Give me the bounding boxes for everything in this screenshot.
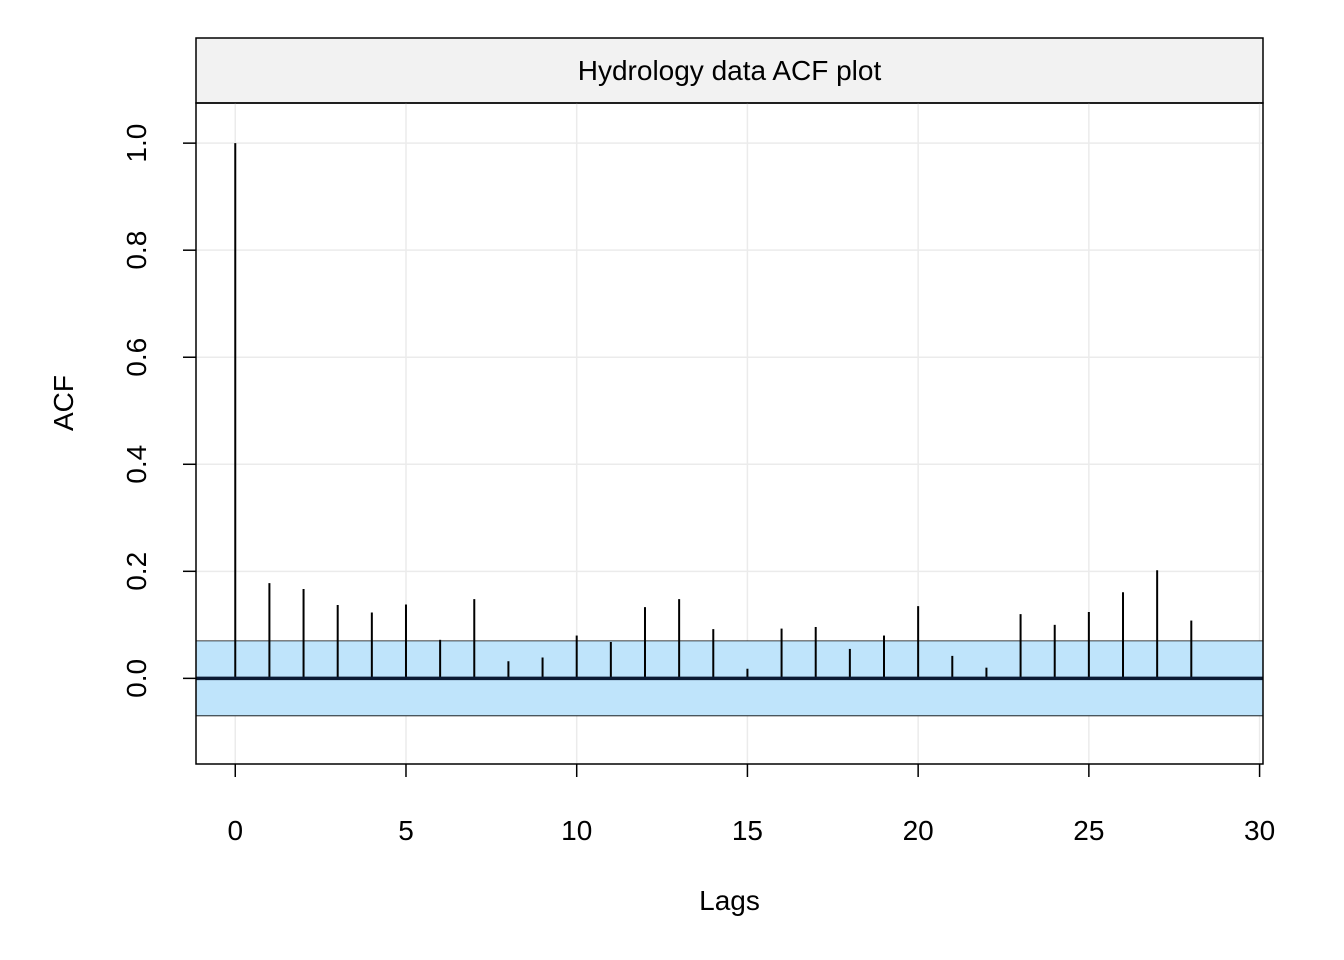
y-tick-label-0.8: 0.8 — [121, 231, 152, 270]
y-tick-label-0: 0.0 — [121, 659, 152, 698]
acf-spikes — [196, 143, 1263, 681]
y-axis-label: ACF — [48, 375, 79, 431]
y-tick-label-0.2: 0.2 — [121, 552, 152, 591]
title-strip — [195, 37, 1264, 104]
x-tick-label-25: 25 — [1073, 815, 1104, 846]
y-tick-label-0.6: 0.6 — [121, 338, 152, 377]
x-axis-label: Lags — [699, 885, 760, 916]
y-tick-label-0.4: 0.4 — [121, 445, 152, 484]
x-tick-label-20: 20 — [903, 815, 934, 846]
x-tick-label-15: 15 — [732, 815, 763, 846]
x-tick-label-30: 30 — [1244, 815, 1275, 846]
y-tick-label-1: 1.0 — [121, 124, 152, 163]
x-tick-label-10: 10 — [561, 815, 592, 846]
chart-title: Hydrology data ACF plot — [578, 55, 882, 86]
x-tick-label-0: 0 — [227, 815, 243, 846]
x-axis: 0 5 10 15 20 25 30 — [227, 764, 1275, 846]
x-tick-label-5: 5 — [398, 815, 414, 846]
y-axis: 0.0 0.2 0.4 0.6 0.8 1.0 — [121, 124, 196, 698]
plot-panel-border — [195, 102, 1264, 765]
